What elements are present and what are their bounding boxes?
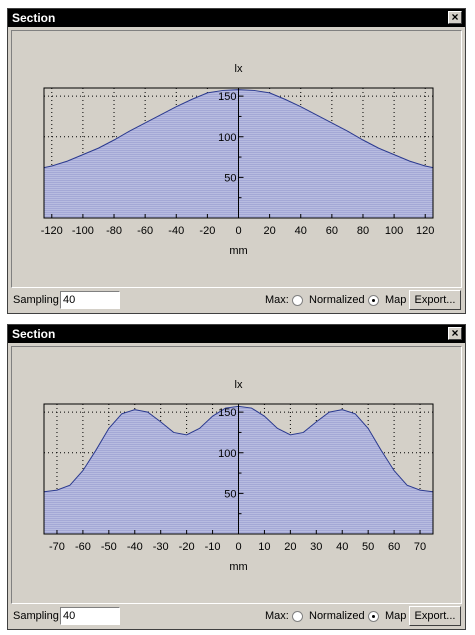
close-button[interactable]: × [448, 11, 462, 24]
x-tick-label: 0 [235, 541, 241, 553]
section-window-2: Section × 50 100 150 -70 -60 -50 -40 -30 -20 -10 0… [7, 324, 466, 630]
x-tick-label: -60 [137, 225, 153, 237]
y-tick-label: 50 [224, 172, 236, 184]
footer-bar: Sampling Max: Normalized Map Export... [8, 603, 465, 629]
x-tick-label: 30 [310, 541, 322, 553]
sampling-input[interactable] [60, 291, 120, 309]
x-tick-label: 20 [284, 541, 296, 553]
footer-bar: Sampling Max: Normalized Map Export... [8, 287, 465, 313]
x-tick-label: 0 [235, 225, 241, 237]
y-tick-label: 150 [218, 407, 236, 419]
y-tick-label: 100 [218, 132, 236, 144]
x-tick-label: 60 [326, 225, 338, 237]
chart-svg: 50 100 150 -70 -60 -50 -40 -30 -20 -10 0 10 20 30 40 50… [43, 379, 434, 573]
y-tick-label: 100 [218, 448, 236, 460]
x-tick-label: -80 [106, 225, 122, 237]
map-radio[interactable] [368, 611, 379, 622]
x-tick-label: 40 [295, 225, 307, 237]
x-tick-label: -70 [49, 541, 65, 553]
x-tick-label: -30 [153, 541, 169, 553]
x-tick-label: -40 [168, 225, 184, 237]
y-axis-label: lx [235, 379, 243, 391]
x-tick-label: 120 [416, 225, 434, 237]
max-label: Max: [265, 610, 289, 622]
x-tick-label: -40 [127, 541, 143, 553]
x-tick-label: -100 [72, 225, 94, 237]
x-tick-label: 60 [388, 541, 400, 553]
x-tick-label: 80 [357, 225, 369, 237]
title-bar: Section × [8, 325, 465, 343]
chart-svg: 50 100 150 -120 -100 -80 -60 -40 -20 0 20 40 60 80 100… [41, 63, 435, 257]
sampling-input[interactable] [60, 607, 120, 625]
export-button[interactable]: Export... [409, 606, 461, 626]
x-axis-label: mm [229, 561, 247, 573]
x-tick-label: -20 [179, 541, 195, 553]
x-tick-label: -20 [199, 225, 215, 237]
close-icon: × [451, 326, 459, 340]
x-axis-label: mm [229, 245, 247, 257]
max-label: Max: [265, 294, 289, 306]
map-label: Map [385, 294, 407, 306]
window-title: Section [12, 11, 56, 25]
normalized-label: Normalized [309, 610, 365, 622]
sampling-label: Sampling [13, 610, 59, 622]
normalized-radio[interactable] [292, 295, 303, 306]
close-icon: × [451, 10, 459, 24]
x-tick-label: 40 [336, 541, 348, 553]
x-tick-label: -50 [101, 541, 117, 553]
y-tick-label: 150 [218, 91, 236, 103]
x-tick-label: 70 [414, 541, 426, 553]
window-title: Section [12, 327, 56, 341]
x-tick-label: 100 [385, 225, 403, 237]
title-bar: Section × [8, 9, 465, 27]
y-axis-label: lx [235, 63, 243, 75]
normalized-label: Normalized [309, 294, 365, 306]
x-tick-label: 10 [258, 541, 270, 553]
export-button[interactable]: Export... [409, 290, 461, 310]
x-tick-label: 20 [263, 225, 275, 237]
section-chart: 50 100 150 -120 -100 -80 -60 -40 -20 0 20 40 60 80 100… [11, 30, 462, 288]
x-tick-label: 50 [362, 541, 374, 553]
sampling-label: Sampling [13, 294, 59, 306]
map-radio[interactable] [368, 295, 379, 306]
x-tick-label: -120 [41, 225, 63, 237]
y-tick-label: 50 [224, 488, 236, 500]
close-button[interactable]: × [448, 327, 462, 340]
section-chart: 50 100 150 -70 -60 -50 -40 -30 -20 -10 0 10 20 30 40 50… [11, 346, 462, 604]
section-window-1: Section × 50 100 150 -120 -100 -80 -60 -40 -20 0 2… [7, 8, 466, 314]
x-tick-label: -10 [205, 541, 221, 553]
map-label: Map [385, 610, 407, 622]
normalized-radio[interactable] [292, 611, 303, 622]
x-tick-label: -60 [75, 541, 91, 553]
